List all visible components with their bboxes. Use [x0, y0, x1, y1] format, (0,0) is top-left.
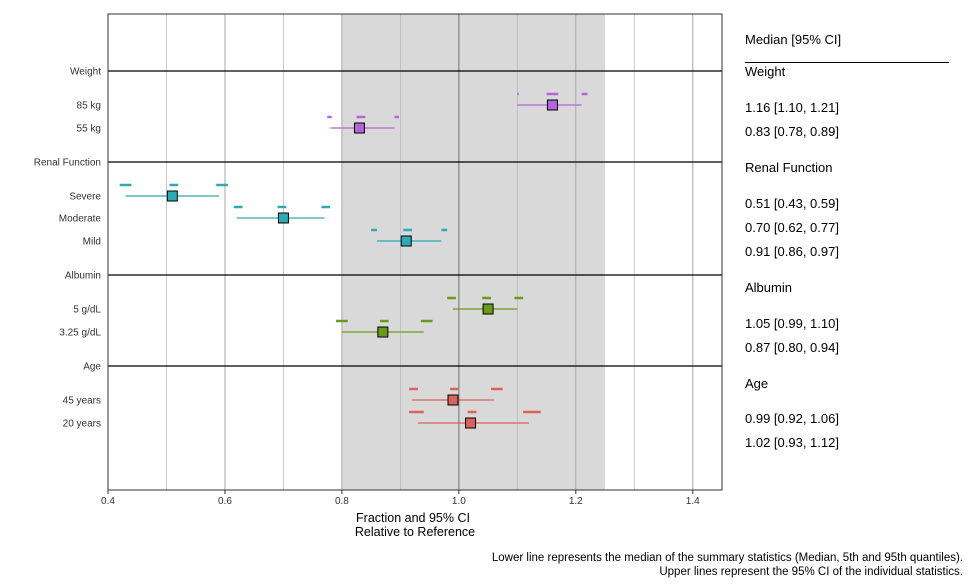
table-group-label: Albumin — [745, 280, 792, 295]
table-row-value: 0.83 [0.78, 0.89] — [745, 124, 839, 139]
x-axis-title-line-1: Fraction and 95% CI — [356, 511, 470, 525]
group-label: Albumin — [65, 271, 101, 282]
plot-border — [107, 13, 723, 491]
forest-plot: Weight 85 kg 55 kg Renal Function Severe Mode… — [34, 13, 723, 539]
table-row-value: 0.70 [0.62, 0.77] — [745, 220, 839, 235]
row-label: 3.25 g/dL — [59, 328, 101, 339]
group-label: Age — [83, 362, 101, 373]
table-header: Median [95% CI] — [745, 32, 842, 47]
x-axis-title-line-2: Relative to Reference — [355, 525, 475, 539]
row-label: Moderate — [59, 214, 102, 225]
table-row-value: 0.51 [0.43, 0.59] — [745, 196, 839, 211]
median-marker — [353, 122, 365, 134]
median-marker — [400, 235, 412, 247]
median-marker — [377, 326, 389, 338]
row-label: Mild — [83, 237, 101, 248]
median-marker — [465, 417, 477, 429]
median-marker — [546, 99, 558, 111]
table-row-value: 0.87 [0.80, 0.94] — [745, 340, 839, 355]
table-group-label: Renal Function — [745, 160, 833, 175]
row-label: Severe — [69, 192, 101, 203]
x-tick-label: 1.2 — [569, 496, 583, 507]
table-row-value: 1.16 [1.10, 1.21] — [745, 100, 839, 115]
median-marker — [277, 212, 289, 224]
median-marker — [482, 303, 494, 315]
x-tick-label: 1.0 — [452, 496, 466, 507]
row-label: 5 g/dL — [73, 305, 101, 316]
x-tick-label: 0.6 — [218, 496, 232, 507]
row-label: 85 kg — [77, 101, 101, 112]
table-row-value: 0.99 [0.92, 1.06] — [745, 411, 839, 426]
x-tick-label: 1.4 — [686, 496, 700, 507]
reference-band — [341, 14, 606, 490]
x-tick-label: 0.8 — [335, 496, 349, 507]
group-label: Weight — [70, 67, 101, 78]
row-label: 55 kg — [77, 124, 101, 135]
table-group-label: Weight — [745, 64, 786, 79]
median-marker — [447, 394, 459, 406]
table-group-label: Age — [745, 376, 769, 391]
table-row-value: 0.91 [0.86, 0.97] — [745, 244, 839, 259]
table-row-value: 1.02 [0.93, 1.12] — [745, 435, 839, 450]
table-header-rule — [745, 62, 949, 63]
table-row-value: 1.05 [0.99, 1.10] — [745, 316, 839, 331]
caption-line-1: Lower line represents the median of the … — [491, 552, 963, 564]
row-label: 20 years — [63, 419, 101, 430]
x-tick-label: 0.4 — [101, 496, 115, 507]
group-label: Renal Function — [34, 158, 101, 169]
median-marker — [166, 190, 178, 202]
row-label: 45 years — [63, 396, 101, 407]
caption-line-2: Upper lines represent the 95% CI of the … — [659, 566, 963, 578]
